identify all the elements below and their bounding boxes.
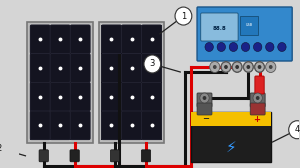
Text: 1: 1 bbox=[181, 12, 186, 20]
Circle shape bbox=[253, 93, 262, 103]
Circle shape bbox=[278, 43, 286, 52]
Bar bbox=[99, 22, 164, 143]
FancyBboxPatch shape bbox=[30, 82, 50, 111]
FancyBboxPatch shape bbox=[50, 25, 70, 54]
Circle shape bbox=[224, 65, 228, 69]
Bar bbox=[27, 22, 93, 143]
Circle shape bbox=[289, 121, 300, 139]
FancyBboxPatch shape bbox=[50, 82, 70, 111]
Circle shape bbox=[247, 65, 250, 69]
FancyBboxPatch shape bbox=[39, 150, 48, 162]
FancyBboxPatch shape bbox=[122, 25, 142, 54]
FancyBboxPatch shape bbox=[50, 54, 70, 82]
FancyBboxPatch shape bbox=[30, 25, 50, 54]
FancyBboxPatch shape bbox=[70, 150, 79, 162]
FancyBboxPatch shape bbox=[142, 82, 162, 111]
FancyBboxPatch shape bbox=[197, 103, 212, 115]
Circle shape bbox=[244, 62, 253, 72]
Text: ⚡: ⚡ bbox=[226, 139, 236, 155]
Circle shape bbox=[256, 96, 260, 100]
FancyBboxPatch shape bbox=[70, 111, 90, 140]
FancyBboxPatch shape bbox=[250, 93, 265, 107]
Circle shape bbox=[232, 61, 242, 73]
Circle shape bbox=[269, 65, 273, 69]
FancyBboxPatch shape bbox=[122, 82, 142, 111]
Circle shape bbox=[266, 61, 276, 73]
FancyBboxPatch shape bbox=[30, 54, 50, 82]
Circle shape bbox=[235, 65, 239, 69]
FancyBboxPatch shape bbox=[122, 111, 142, 140]
FancyBboxPatch shape bbox=[255, 76, 264, 94]
FancyBboxPatch shape bbox=[101, 82, 122, 111]
FancyBboxPatch shape bbox=[240, 15, 258, 34]
Circle shape bbox=[175, 7, 192, 25]
FancyBboxPatch shape bbox=[250, 103, 265, 115]
Circle shape bbox=[217, 43, 226, 52]
FancyBboxPatch shape bbox=[122, 54, 142, 82]
FancyBboxPatch shape bbox=[110, 150, 120, 162]
FancyBboxPatch shape bbox=[142, 25, 162, 54]
Circle shape bbox=[221, 62, 231, 72]
Circle shape bbox=[205, 43, 213, 52]
Circle shape bbox=[254, 43, 262, 52]
Text: 4: 4 bbox=[295, 125, 300, 134]
FancyBboxPatch shape bbox=[30, 111, 50, 140]
Circle shape bbox=[247, 65, 250, 69]
Circle shape bbox=[0, 139, 8, 157]
Circle shape bbox=[255, 62, 264, 72]
FancyBboxPatch shape bbox=[70, 82, 90, 111]
FancyBboxPatch shape bbox=[70, 25, 90, 54]
Bar bbox=[191, 112, 271, 162]
FancyBboxPatch shape bbox=[142, 54, 162, 82]
Circle shape bbox=[210, 61, 220, 73]
Circle shape bbox=[258, 65, 261, 69]
Circle shape bbox=[266, 43, 274, 52]
Bar bbox=[30, 25, 90, 140]
FancyBboxPatch shape bbox=[101, 54, 122, 82]
Circle shape bbox=[202, 96, 206, 100]
Circle shape bbox=[232, 62, 242, 72]
FancyBboxPatch shape bbox=[197, 93, 212, 107]
Circle shape bbox=[243, 61, 254, 73]
Circle shape bbox=[144, 55, 161, 73]
Circle shape bbox=[258, 65, 261, 69]
Circle shape bbox=[229, 43, 238, 52]
Text: +: + bbox=[253, 115, 260, 123]
FancyBboxPatch shape bbox=[70, 54, 90, 82]
Bar bbox=[191, 112, 271, 126]
Circle shape bbox=[241, 43, 250, 52]
FancyBboxPatch shape bbox=[142, 111, 162, 140]
Bar bbox=[101, 25, 162, 140]
Text: 2: 2 bbox=[0, 144, 2, 153]
Circle shape bbox=[254, 61, 265, 73]
Circle shape bbox=[200, 93, 209, 103]
Circle shape bbox=[221, 61, 231, 73]
Text: 88.8: 88.8 bbox=[213, 26, 226, 31]
Text: −: − bbox=[202, 115, 209, 123]
FancyBboxPatch shape bbox=[201, 13, 238, 41]
Circle shape bbox=[224, 65, 228, 69]
Text: USB: USB bbox=[246, 23, 253, 27]
Circle shape bbox=[213, 65, 217, 69]
FancyBboxPatch shape bbox=[101, 25, 122, 54]
FancyBboxPatch shape bbox=[141, 150, 151, 162]
Circle shape bbox=[235, 65, 239, 69]
Text: 3: 3 bbox=[150, 59, 155, 69]
FancyBboxPatch shape bbox=[197, 7, 292, 61]
FancyBboxPatch shape bbox=[50, 111, 70, 140]
FancyBboxPatch shape bbox=[101, 111, 122, 140]
